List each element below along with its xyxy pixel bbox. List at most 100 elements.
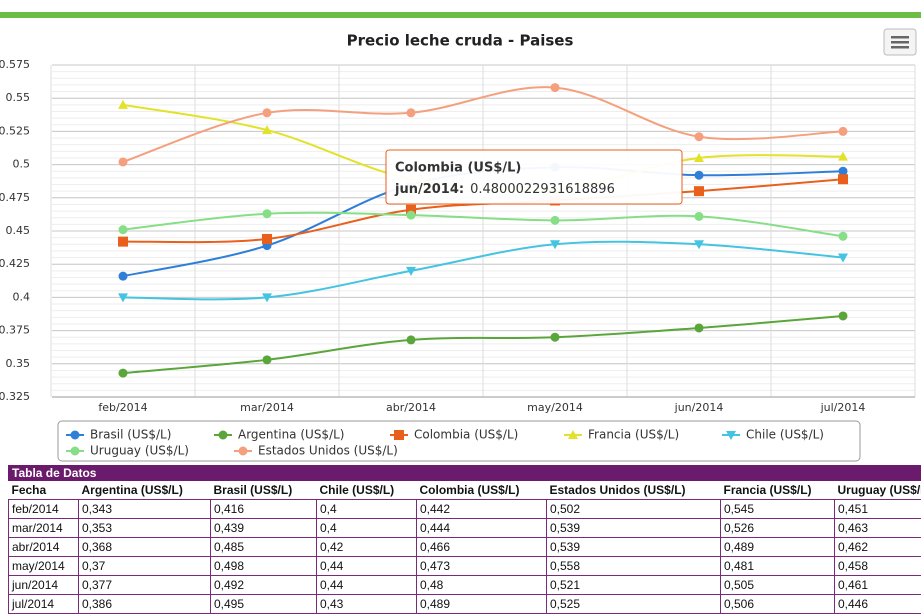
y-tick-label: 0.5 (13, 158, 31, 171)
marker (262, 125, 272, 135)
table-cell: 0,368 (78, 537, 211, 557)
table-cell: 0,4 (316, 518, 417, 538)
table-cell: 0,498 (210, 556, 317, 576)
marker (838, 231, 848, 241)
series-line (122, 86, 844, 163)
table-cell: Brasil (US$/L) (213, 483, 293, 497)
x-tick-label: abr/2014 (386, 401, 436, 414)
table-cell: 0,481 (720, 556, 835, 576)
y-tick-label: 0.375 (0, 324, 30, 337)
marker (262, 209, 272, 219)
table-cell: 0,492 (210, 575, 317, 595)
x-tick-label: jun/2014 (674, 401, 724, 414)
legend-label: Brasil (US$/L) (90, 428, 171, 442)
marker (394, 430, 404, 440)
table: Fecha Argentina (US$/L) Brasil (US$/L) Chil… (8, 481, 921, 614)
marker (118, 99, 128, 109)
x-tick-label: may/2014 (527, 401, 583, 414)
legend-label: Uruguay (US$/L) (90, 444, 189, 458)
table-cell: jul/2014 (8, 594, 79, 614)
series-line (122, 211, 844, 238)
table-cell: 0,42 (316, 537, 417, 557)
x-tick-label: jul/2014 (820, 401, 866, 414)
tooltip-label: jun/2014: (394, 182, 464, 197)
table-row: may/2014 0,37 0,498 0,44 0,473 0,558 0,481 0,45… (8, 556, 921, 576)
tooltip: Colombia (US$/L) jun/2014: 0.4800022931618… (385, 149, 683, 205)
y-tick-label: 0.45 (6, 224, 31, 237)
legend: Brasil (US$/L) Argentina (US$/L) Colombia … (57, 420, 861, 462)
legend-label: Chile (US$/L) (746, 428, 824, 442)
legend-label: Colombia (US$/L) (414, 428, 518, 442)
marker (70, 446, 80, 456)
marker (406, 210, 416, 220)
menu-button[interactable] (883, 28, 917, 56)
table-cell: Fecha (11, 483, 47, 497)
marker (550, 83, 560, 93)
y-tick-label: 0.475 (0, 191, 30, 204)
table-cell: 0,37 (78, 556, 211, 576)
marker (118, 293, 128, 303)
table-cell: 0,377 (78, 575, 211, 595)
series-line (122, 314, 844, 375)
table-cell: 0,416 (210, 499, 317, 519)
legend-label: Argentina (US$/L) (238, 428, 344, 442)
table-cell: 0,343 (78, 499, 211, 519)
y-tick-label: 0.575 (0, 58, 30, 71)
table-cell: 0,495 (210, 594, 317, 614)
tooltip-text: jun/2014: 0.4800022931618896 (394, 182, 615, 197)
table-cell: 0,439 (210, 518, 317, 538)
legend-label: Estados Unidos (US$/L) (258, 444, 398, 458)
marker (262, 108, 272, 118)
table-cell: 0,463 (833, 518, 921, 538)
table-row: mar/2014 0,353 0,439 0,4 0,444 0,539 0,526 0,46… (8, 518, 921, 538)
table-cell: 0,4 (316, 499, 417, 519)
table-title: Tabla de Datos (8, 465, 921, 481)
series-line (122, 240, 844, 301)
marker (694, 240, 704, 250)
table-cell: 0,462 (833, 537, 921, 557)
table-cell: Colombia (US$/L) (419, 483, 520, 497)
table-cell: 0,44 (316, 575, 417, 595)
table-cell: 0,466 (416, 537, 547, 557)
marker (694, 152, 704, 162)
table-cell: Francia (US$/L) (723, 483, 812, 497)
table-cell: Estados Unidos (US$/L) (549, 483, 686, 497)
marker (694, 132, 704, 142)
marker (838, 253, 848, 263)
table-cell: 0,473 (416, 556, 547, 576)
top-bar (0, 12, 921, 18)
marker (238, 446, 248, 456)
chart-title: Precio leche cruda - Paises (347, 32, 574, 50)
y-tick-label: 0.35 (6, 357, 31, 370)
table-cell: 0,44 (316, 556, 417, 576)
x-tick-label: feb/2014 (98, 401, 147, 414)
y-tick-label: 0.4 (13, 290, 31, 303)
table-cell: 0,505 (720, 575, 835, 595)
y-tick-label: 0.525 (0, 124, 30, 137)
marker (838, 166, 848, 176)
table-row: abr/2014 0,368 0,485 0,42 0,466 0,539 0,489 0,4… (8, 537, 921, 557)
marker (406, 204, 416, 215)
table-cell: Chile (US$/L) (319, 483, 395, 497)
table-cell: 0,489 (720, 537, 835, 557)
table-row: jul/2014 0,386 0,495 0,43 0,489 0,525 0,506 0,4… (8, 594, 921, 614)
marker (262, 233, 272, 244)
table-cell: 0,506 (720, 594, 835, 614)
tooltip-title: Colombia (US$/L) (395, 161, 521, 176)
table-row: feb/2014 0,343 0,416 0,4 0,442 0,502 0,545 0,45… (8, 499, 921, 519)
marker (694, 170, 704, 180)
table-cell: 0,442 (416, 499, 547, 519)
table-cell: 0,502 (546, 499, 721, 519)
marker (70, 430, 80, 440)
marker (838, 151, 848, 161)
marker (838, 174, 848, 185)
table-cell: 0,458 (833, 556, 921, 576)
marker (118, 157, 128, 167)
legend-box (57, 420, 861, 462)
marker (406, 108, 416, 118)
marker (406, 266, 416, 276)
marker (550, 215, 560, 225)
marker (118, 271, 128, 281)
marker (218, 430, 228, 440)
